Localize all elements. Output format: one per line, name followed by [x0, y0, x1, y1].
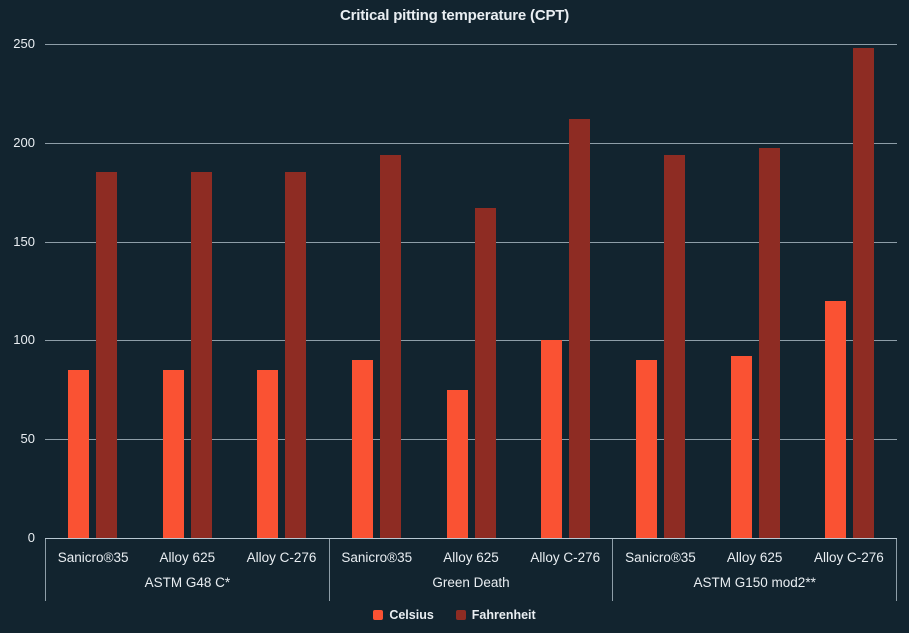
bar-pair-alloy-c-276 [802, 44, 897, 538]
legend-label: Celsius [389, 608, 434, 622]
gridline-100 [45, 340, 897, 342]
bar-pair-alloy-c-276 [518, 44, 613, 538]
y-axis-tick-label: 200 [13, 134, 35, 150]
legend-item-fahrenheit[interactable]: Fahrenheit [455, 608, 536, 622]
bar-celsius [446, 390, 468, 538]
bar-fahrenheit [285, 172, 307, 538]
bar-pair-alloy-c-276 [234, 44, 329, 538]
legend-item-celsius[interactable]: Celsius [373, 608, 434, 622]
alloy-label: Alloy 625 [726, 549, 783, 565]
alloy-label: Alloy C-276 [814, 549, 884, 565]
gridline-150 [45, 241, 897, 243]
bar-fahrenheit [569, 119, 591, 538]
bar-fahrenheit [853, 48, 875, 538]
group-cell: Sanicro®35 Alloy 625 Alloy C-276 ASTM G150 … [612, 539, 898, 601]
alloy-label-row: Sanicro®35 Alloy 625 Alloy C-276 [46, 539, 329, 575]
bar-pair-sanicro-35 [45, 44, 140, 538]
alloy-label: Sanicro®35 [341, 549, 413, 565]
gridline-50 [45, 439, 897, 441]
bar-fahrenheit [758, 148, 780, 538]
plot-area [45, 44, 897, 539]
alloy-label: Sanicro®35 [625, 549, 696, 565]
y-axis-tick-label: 0 [27, 530, 35, 545]
bar-pair-alloy-625 [140, 44, 235, 538]
group-cell: Sanicro®35 Alloy 625 Alloy C-276 ASTM G48 C… [45, 539, 329, 601]
alloy-label: Alloy C-276 [530, 549, 601, 565]
group-cell: Sanicro®35 Alloy 625 Alloy C-276 Green Deat… [328, 539, 613, 601]
chart-title: Critical pitting temperature (CPT) [339, 7, 570, 24]
bar-celsius [730, 356, 752, 538]
alloy-label-row: Sanicro®35 Alloy 625 Alloy C-276 [330, 539, 613, 575]
bar-celsius [162, 370, 184, 538]
alloy-label: Sanicro®35 [57, 549, 129, 565]
x-axis-label-table: Sanicro®35 Alloy 625 Alloy C-276 ASTM G48 C… [45, 538, 898, 601]
legend-label: Fahrenheit [471, 608, 536, 622]
group-label: Green Death [432, 575, 510, 590]
alloy-label-row: Sanicro®35 Alloy 625 Alloy C-276 [613, 539, 896, 575]
group-label: ASTM G150 mod2** [693, 575, 816, 590]
alloy-label: Alloy 625 [159, 549, 216, 565]
bar-pair-alloy-625 [424, 44, 519, 538]
bar-celsius [67, 370, 89, 538]
bar-fahrenheit [663, 155, 685, 538]
legend: Celsius Fahrenheit [0, 606, 909, 624]
bar-pair-sanicro-35 [329, 44, 424, 538]
bar-pair-sanicro-35 [613, 44, 708, 538]
y-axis-tick-label: 250 [13, 36, 35, 51]
alloy-label: Alloy C-276 [246, 549, 317, 565]
group-label: ASTM G48 C* [144, 575, 231, 590]
gridline-250 [45, 44, 897, 45]
bar-celsius [825, 301, 847, 538]
bar-pair-alloy-625 [708, 44, 803, 538]
y-axis-tick-label: 50 [20, 431, 35, 447]
bar-fahrenheit [474, 208, 496, 538]
alloy-label: Alloy 625 [443, 549, 499, 565]
bar-celsius [351, 360, 373, 538]
bar-series [45, 44, 897, 538]
bar-fahrenheit [95, 172, 117, 538]
bar-fahrenheit [190, 172, 212, 538]
legend-swatch-fahrenheit [455, 610, 466, 620]
bar-celsius [541, 340, 563, 538]
legend-swatch-celsius [373, 610, 384, 620]
y-axis-tick-label: 100 [13, 332, 35, 348]
bar-celsius [635, 360, 657, 538]
y-axis-tick-label: 150 [13, 233, 35, 249]
gridline-200 [45, 142, 897, 144]
bar-celsius [257, 370, 279, 538]
bar-fahrenheit [379, 155, 401, 538]
